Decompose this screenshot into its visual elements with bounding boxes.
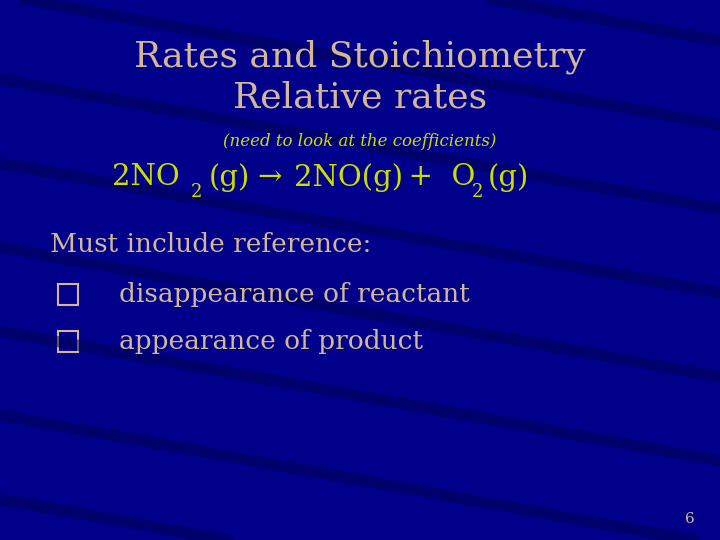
Text: 6: 6 xyxy=(685,512,695,526)
Text: 2NO: 2NO xyxy=(112,163,179,191)
Text: 2NO(g): 2NO(g) xyxy=(294,163,402,192)
Text: (g): (g) xyxy=(488,163,529,192)
Bar xyxy=(58,284,78,305)
Text: Must include reference:: Must include reference: xyxy=(50,232,372,256)
Text: Relative rates: Relative rates xyxy=(233,80,487,114)
Text: 2: 2 xyxy=(191,183,202,201)
Text: disappearance of reactant: disappearance of reactant xyxy=(119,282,469,307)
Text: (g): (g) xyxy=(209,163,250,192)
Text: Rates and Stoichiometry: Rates and Stoichiometry xyxy=(134,39,586,74)
Text: 2: 2 xyxy=(472,183,483,201)
Text: →: → xyxy=(258,163,282,191)
Text: +  O: + O xyxy=(390,163,475,191)
Text: appearance of product: appearance of product xyxy=(119,329,423,354)
Bar xyxy=(58,331,78,352)
Text: (need to look at the coefficients): (need to look at the coefficients) xyxy=(223,133,497,150)
